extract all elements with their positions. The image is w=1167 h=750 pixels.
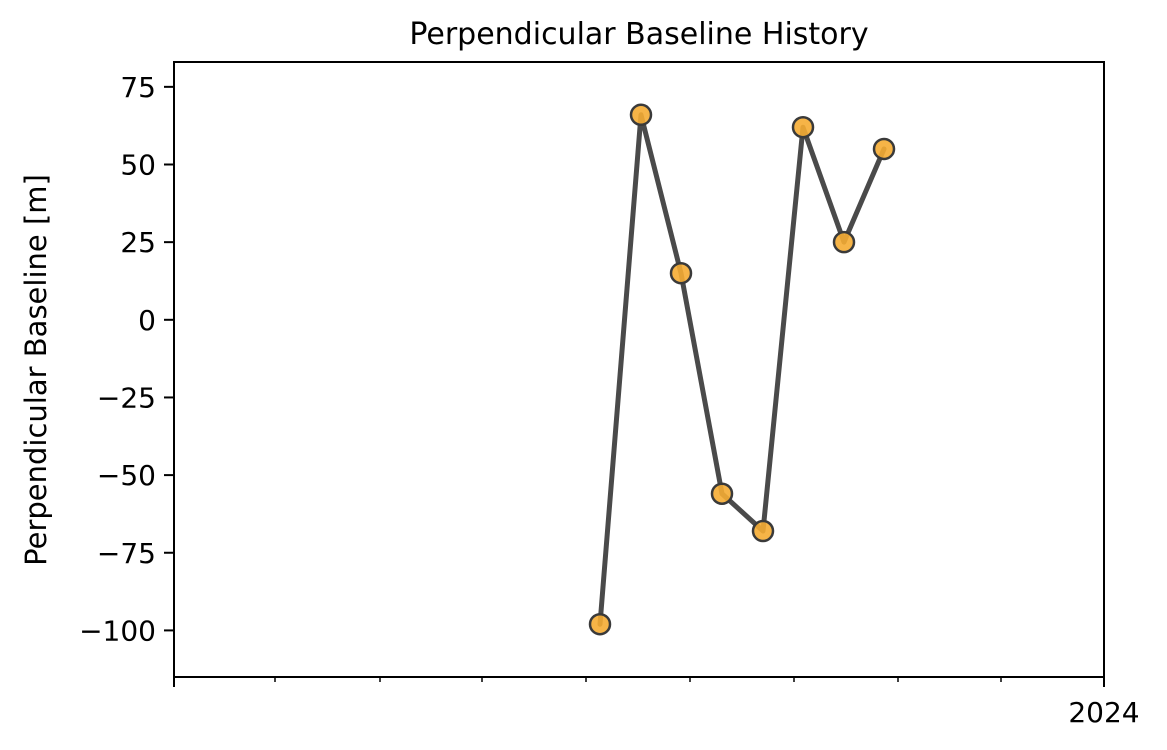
- chart-title: Perpendicular Baseline History: [409, 17, 868, 52]
- series-line: [597, 112, 887, 627]
- x-tick-label: 2024: [1068, 696, 1139, 729]
- data-point: [588, 612, 612, 636]
- plot-frame: [173, 61, 1105, 678]
- y-tick-label: −75: [97, 537, 156, 570]
- y-axis-ticks: 75 50 25 0 −25 −50 −75 −100: [79, 71, 174, 647]
- y-axis-label: Perpendicular Baseline [m]: [19, 174, 53, 566]
- data-point: [629, 103, 653, 127]
- x-axis-ticks: 2024: [173, 677, 1140, 729]
- y-tick-label: 50: [120, 149, 156, 182]
- y-tick-label: 0: [138, 304, 156, 337]
- plot-area: 75 50 25 0 −25 −50 −75 −100 2024: [79, 61, 1140, 729]
- y-tick-label: −25: [97, 381, 156, 414]
- y-tick-label: −50: [97, 459, 156, 492]
- data-point: [710, 482, 734, 505]
- data-point: [751, 519, 775, 543]
- data-point: [832, 230, 856, 254]
- y-tick-label: 25: [120, 226, 156, 259]
- data-point: [791, 115, 815, 139]
- y-tick-label: 75: [120, 71, 156, 104]
- y-tick-label: −100: [79, 614, 156, 647]
- data-point: [669, 261, 693, 285]
- data-point: [872, 137, 896, 161]
- series-layer: [588, 103, 896, 636]
